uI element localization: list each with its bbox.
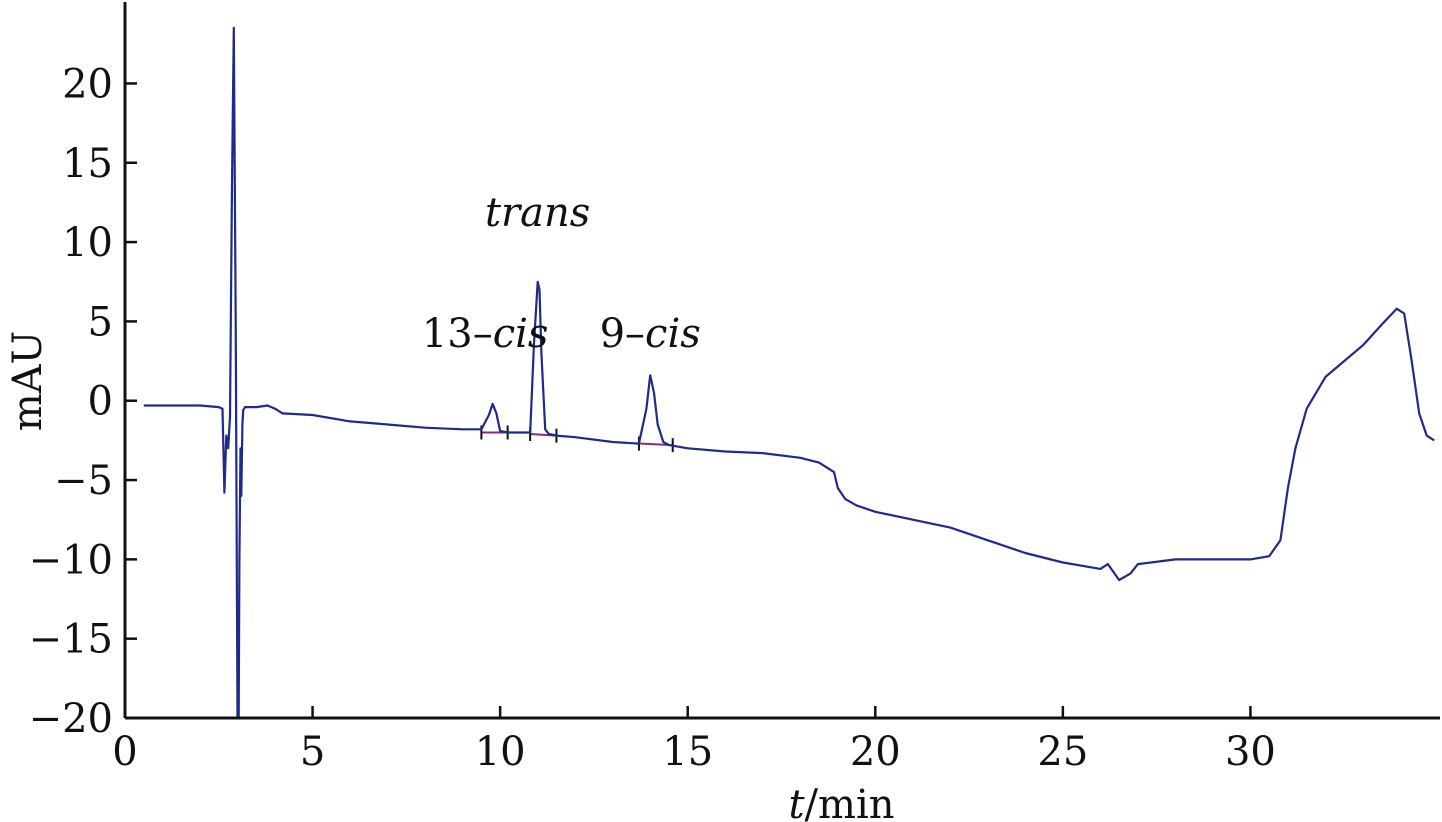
y-tick-label: −15 <box>29 617 113 663</box>
integration-baseline-layer <box>480 425 674 453</box>
x-tick-label: 0 <box>112 729 137 775</box>
peak-label-italic: cis <box>645 311 701 357</box>
y-tick-label: 5 <box>88 299 113 345</box>
tick-label-layer: 0 5 10 15 20 25 30 20 15 10 5 0 −5 −10 −15 −20 <box>29 61 1276 775</box>
peak-label-prefix: 9– <box>600 311 645 357</box>
y-tick-label: −20 <box>29 696 113 742</box>
y-tick-label: 20 <box>62 61 113 107</box>
peak-label-prefix: 13– <box>422 311 493 357</box>
peak-label: 9–cis <box>600 311 701 357</box>
y-tick-label: −10 <box>29 537 113 583</box>
x-axis-title: t/min <box>788 782 894 822</box>
x-tick-label: 15 <box>662 729 713 775</box>
x-tick-label: 10 <box>475 729 526 775</box>
peak-label-italic: trans <box>485 190 590 236</box>
y-tick-label: 0 <box>88 379 113 425</box>
y-axis-title: mAU <box>5 331 51 432</box>
x-tick-label: 30 <box>1225 729 1276 775</box>
peak-label-italic: cis <box>493 311 549 357</box>
x-tick-label: 20 <box>850 729 901 775</box>
y-tick-label: −5 <box>54 458 113 504</box>
x-tick-label: 5 <box>300 729 325 775</box>
y-tick-label: 10 <box>62 220 113 266</box>
x-axis-title-unit: /min <box>805 782 895 822</box>
x-axis-title-italic: t <box>788 782 805 822</box>
tick-layer <box>123 82 1252 720</box>
peak-label: 13–cis <box>422 311 549 357</box>
y-tick-label: 15 <box>62 141 113 187</box>
chromatogram-trace <box>143 26 1435 720</box>
peak-label: trans <box>485 190 590 236</box>
x-tick-label: 25 <box>1037 729 1088 775</box>
